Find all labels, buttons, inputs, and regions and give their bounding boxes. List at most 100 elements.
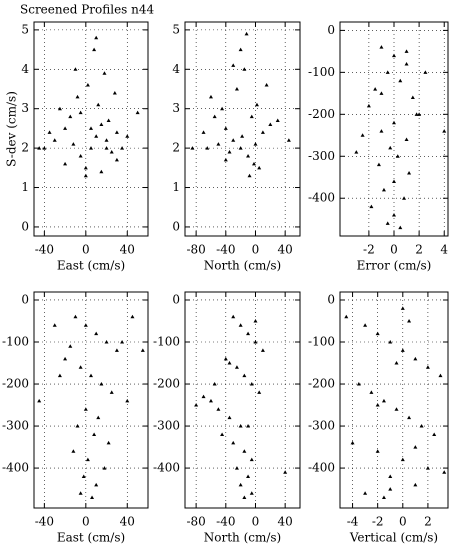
point bbox=[242, 373, 247, 378]
point bbox=[125, 398, 130, 403]
point bbox=[106, 440, 111, 445]
point bbox=[425, 365, 430, 369]
point bbox=[356, 382, 361, 386]
point bbox=[242, 449, 247, 453]
point bbox=[71, 142, 76, 146]
point bbox=[407, 171, 412, 175]
point bbox=[249, 457, 254, 462]
x-tick-label: -40 bbox=[35, 243, 54, 257]
point bbox=[94, 331, 99, 336]
point bbox=[392, 53, 396, 58]
y-tick-label: -200 bbox=[308, 377, 335, 391]
point bbox=[227, 361, 232, 365]
point bbox=[220, 106, 225, 111]
point bbox=[350, 440, 355, 445]
point bbox=[104, 340, 109, 344]
point bbox=[99, 382, 104, 386]
y-tick-label: -200 bbox=[308, 107, 335, 121]
x-axis-label: Error (cm/s) bbox=[357, 259, 432, 273]
y-tick-label: 0 bbox=[327, 292, 335, 306]
point bbox=[85, 457, 90, 462]
point bbox=[231, 63, 236, 67]
x-tick-label: 0 bbox=[390, 243, 398, 257]
point bbox=[388, 474, 393, 478]
point bbox=[398, 225, 403, 230]
point bbox=[246, 153, 251, 158]
point bbox=[238, 323, 243, 327]
point bbox=[385, 70, 390, 74]
point bbox=[388, 145, 393, 150]
point bbox=[375, 449, 380, 453]
point bbox=[249, 382, 254, 386]
point bbox=[246, 474, 251, 478]
point bbox=[442, 470, 447, 474]
x-tick-label: 2 bbox=[415, 243, 423, 257]
point bbox=[413, 482, 418, 487]
plot-frame bbox=[184, 21, 301, 237]
point bbox=[394, 361, 399, 365]
point bbox=[99, 169, 104, 174]
point bbox=[260, 130, 265, 134]
point bbox=[234, 86, 239, 91]
point bbox=[363, 323, 368, 327]
point bbox=[120, 340, 125, 344]
point bbox=[442, 129, 447, 133]
point bbox=[220, 432, 225, 436]
x-tick-label: -40 bbox=[216, 515, 235, 529]
point bbox=[125, 134, 130, 138]
point bbox=[432, 432, 437, 436]
point bbox=[83, 165, 88, 170]
point bbox=[257, 165, 262, 170]
point bbox=[376, 162, 381, 167]
point bbox=[208, 94, 213, 99]
point bbox=[216, 407, 221, 411]
point bbox=[360, 133, 365, 137]
point bbox=[57, 106, 62, 111]
x-axis-label: Vertical (cm/s) bbox=[349, 531, 438, 544]
point bbox=[231, 440, 236, 445]
point bbox=[130, 314, 135, 319]
point bbox=[227, 415, 232, 420]
point bbox=[438, 373, 443, 378]
point bbox=[216, 142, 221, 146]
point bbox=[392, 120, 396, 125]
point bbox=[68, 344, 73, 348]
point bbox=[92, 47, 97, 52]
y-tick-label: 3 bbox=[21, 101, 29, 115]
point bbox=[109, 390, 114, 394]
y-tick-label: 5 bbox=[172, 22, 180, 36]
point bbox=[363, 491, 368, 495]
point bbox=[96, 415, 101, 420]
point bbox=[96, 102, 101, 107]
x-tick-label: 0 bbox=[82, 515, 90, 529]
point bbox=[253, 142, 258, 146]
point bbox=[114, 130, 119, 134]
y-tick-label: 3 bbox=[172, 101, 180, 115]
y-tick-label: -200 bbox=[2, 377, 29, 391]
point bbox=[247, 173, 252, 178]
point bbox=[140, 348, 145, 352]
point bbox=[379, 91, 384, 95]
point bbox=[402, 196, 407, 200]
y-tick-label: -300 bbox=[308, 419, 335, 433]
point bbox=[423, 70, 428, 74]
point bbox=[388, 340, 393, 344]
point bbox=[275, 118, 280, 123]
point bbox=[81, 474, 86, 478]
figure-title: Screened Profiles n44 bbox=[20, 3, 155, 17]
x-tick-label: -40 bbox=[35, 515, 54, 529]
y-tick-label: -400 bbox=[2, 461, 29, 475]
point bbox=[242, 67, 247, 71]
x-tick-label: 40 bbox=[278, 243, 293, 257]
point bbox=[253, 318, 258, 323]
point bbox=[407, 318, 412, 323]
point bbox=[78, 153, 83, 158]
point bbox=[223, 157, 228, 162]
point bbox=[94, 35, 99, 40]
plot-frame bbox=[33, 21, 149, 237]
point bbox=[238, 146, 243, 150]
point bbox=[89, 373, 93, 378]
x-tick-label: 40 bbox=[278, 515, 293, 529]
